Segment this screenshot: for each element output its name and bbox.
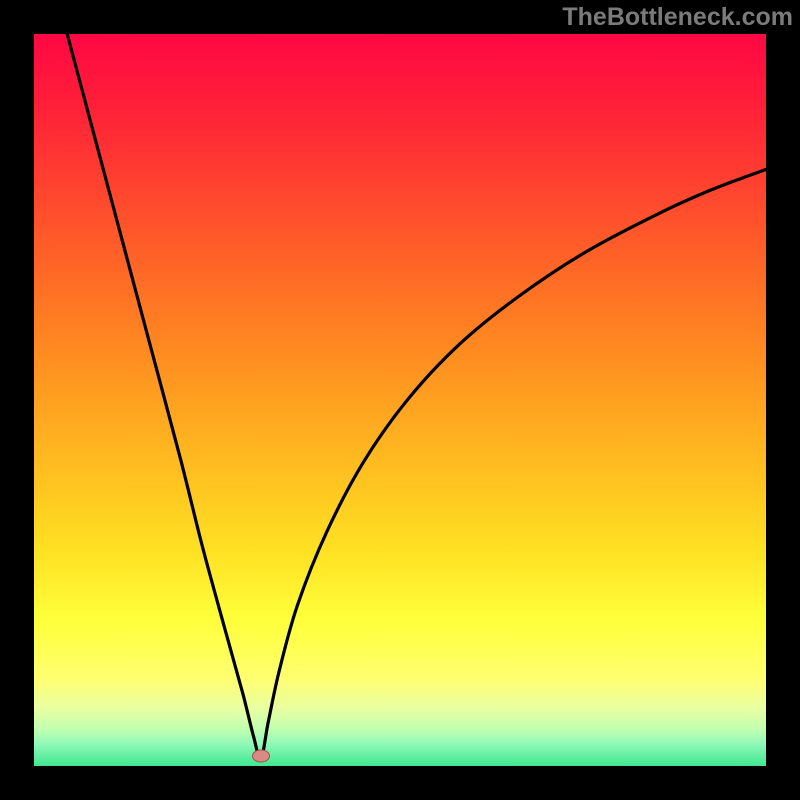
minimum-marker bbox=[252, 749, 270, 762]
chart-container: TheBottleneck.com bbox=[0, 0, 800, 800]
watermark-text: TheBottleneck.com bbox=[562, 3, 793, 32]
curve-path bbox=[63, 34, 766, 759]
v-curve bbox=[34, 34, 766, 766]
plot-area bbox=[34, 34, 766, 766]
